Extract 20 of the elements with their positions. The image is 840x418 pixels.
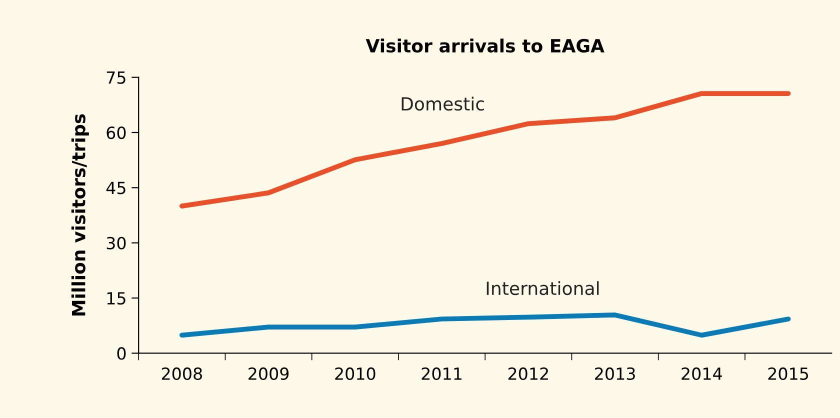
x-tick-label: 2011	[422, 367, 462, 380]
x-tick-label: 2009	[248, 367, 289, 380]
x-tick-label: 2010	[335, 367, 376, 380]
x-tick-label: 2013	[595, 367, 635, 380]
y-tick-label: 75	[106, 72, 126, 84]
line-series	[179, 312, 791, 338]
y-tick-label: 30	[106, 236, 126, 250]
line-series	[179, 91, 791, 209]
x-tick-label: 2014	[682, 367, 722, 380]
series-label: International	[486, 281, 599, 296]
y-tick-label: 15	[107, 292, 126, 305]
y-tick-label: 0	[117, 347, 126, 360]
y-tick-label: 45	[106, 182, 126, 194]
y-tick-label: 60	[106, 126, 126, 140]
x-tick-label: 2012	[508, 367, 548, 380]
chart-title: Visitor arrivals to EAGA	[366, 38, 604, 53]
x-tick-label: 2008	[162, 367, 202, 380]
y-axis-title: Million visitors/trips	[71, 114, 89, 316]
x-tick-label: 2015	[768, 367, 808, 380]
series-label: Domestic	[402, 96, 484, 111]
